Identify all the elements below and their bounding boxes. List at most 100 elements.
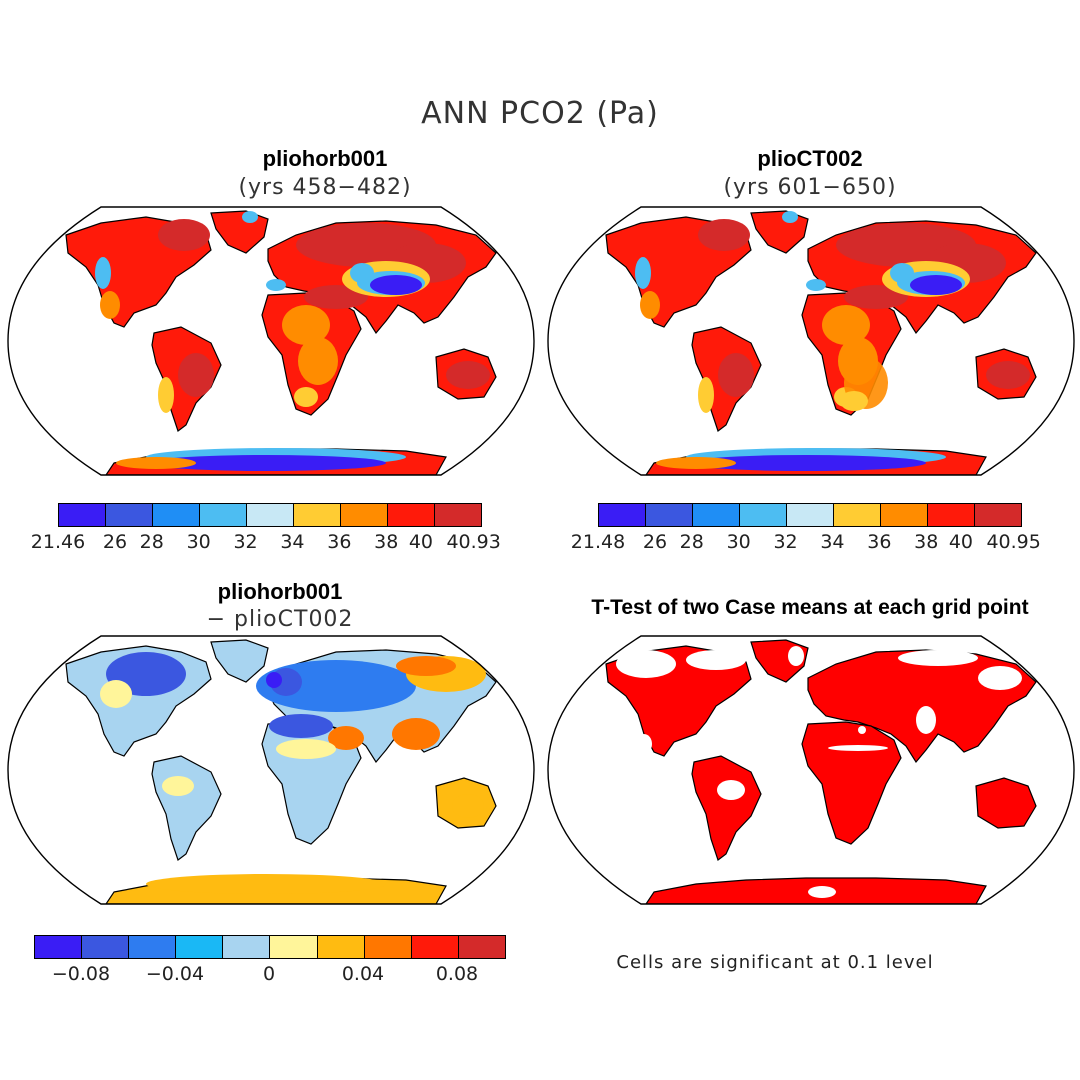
field-anomaly (656, 457, 736, 469)
colorbar-swatch (223, 936, 271, 958)
field-anomaly (392, 718, 440, 750)
colorbar-tick-label: 32 (233, 531, 258, 553)
colorbar-swatch (106, 504, 153, 526)
field-anomaly (304, 285, 368, 309)
colorbar-swatch (176, 936, 224, 958)
colorbar-tick-label: −0.04 (145, 963, 205, 985)
field-anomaly (686, 455, 926, 471)
colorbar-tick-label: 26 (102, 531, 128, 553)
colorbar-tick-label: 0.08 (435, 963, 479, 985)
colorbar-swatch (59, 504, 106, 526)
colorbar-swatch (787, 504, 834, 526)
colorbar-swatch (693, 504, 740, 526)
field-anomaly (916, 706, 936, 734)
australia-land (975, 777, 1037, 829)
field-anomaly (858, 726, 866, 734)
field-anomaly (986, 361, 1030, 389)
colorbar-swatch (82, 936, 130, 958)
colorbar-tick-label: 34 (820, 531, 845, 553)
field-anomaly (635, 257, 651, 289)
greenland-land (210, 639, 269, 683)
field-anomaly (636, 734, 652, 754)
field-anomaly (806, 279, 826, 291)
field-anomaly (717, 780, 745, 800)
panel2-title: plioCT002 (757, 146, 863, 171)
field-anomaly (298, 337, 338, 385)
field-anomaly (276, 739, 336, 759)
map-panel-difference (7, 635, 535, 905)
field-anomaly (158, 377, 174, 413)
colorbar-swatch (435, 504, 481, 526)
field-anomaly (146, 874, 386, 894)
field-anomaly (370, 275, 422, 295)
colorbar-tick-label: 40.95 (986, 531, 1041, 553)
field-anomaly (269, 714, 333, 738)
field-anomaly (698, 219, 750, 251)
panel1-title: pliohorb001 (262, 146, 388, 171)
field-anomaly (446, 361, 490, 389)
field-anomaly (282, 305, 330, 345)
field-anomaly (640, 291, 660, 319)
colorbar-difference (34, 935, 506, 959)
colorbar-swatch (364, 936, 412, 958)
colorbar-swatch (200, 504, 247, 526)
colorbar-tick-label: 36 (327, 531, 352, 553)
colorbar-swatch (599, 504, 646, 526)
field-anomaly (686, 650, 746, 670)
south-america-land (691, 755, 762, 861)
map-frame (547, 635, 1075, 905)
field-anomaly (162, 776, 194, 796)
colorbar-tick-label: −0.08 (51, 963, 111, 985)
colorbar-tick-label: 21.46 (30, 531, 86, 553)
colorbar-swatch (834, 504, 881, 526)
colorbar-tick-label: 0.04 (341, 963, 385, 985)
colorbar-tick-label: 30 (726, 531, 751, 553)
colorbar-tick-label: 38 (374, 531, 399, 553)
map-panel-ttest (547, 635, 1075, 905)
field-anomaly (698, 377, 714, 413)
colorbar-tick-label: 36 (867, 531, 892, 553)
field-anomaly (146, 455, 386, 471)
field-anomaly (242, 211, 258, 223)
colorbar-tick-label: 28 (139, 531, 164, 553)
colorbar-pliohorb001 (58, 503, 482, 527)
colorbar-plioCT002 (598, 503, 1022, 527)
panel3-subtitle: − plioCT002 (206, 607, 354, 632)
panel4-title: T-Test of two Case means at each grid po… (591, 596, 1029, 619)
field-anomaly (100, 291, 120, 319)
colorbar-swatch (740, 504, 787, 526)
colorbar-tick-label: 40 (408, 531, 433, 553)
field-anomaly (396, 656, 456, 676)
colorbar-tick-label: 40.93 (446, 531, 501, 553)
colorbar-swatch (35, 936, 83, 958)
colorbar-tick-label: 26 (642, 531, 668, 553)
field-anomaly (158, 219, 210, 251)
field-anomaly (616, 650, 676, 678)
field-anomaly (898, 650, 978, 666)
colorbar-swatch (928, 504, 975, 526)
colorbar-tick-label: 30 (186, 531, 211, 553)
colorbar-swatch (317, 936, 365, 958)
field-anomaly (808, 886, 836, 898)
field-anomaly (840, 391, 868, 411)
field-anomaly (100, 680, 132, 708)
field-anomaly (452, 794, 484, 818)
colorbar-tick-label: 32 (773, 531, 798, 553)
field-anomaly (890, 263, 914, 283)
field-anomaly (978, 666, 1022, 690)
colorbar-tick-label: 21.48 (570, 531, 626, 553)
significance-note: Cells are significant at 0.1 level (616, 952, 934, 973)
field-anomaly (95, 257, 111, 289)
colorbar-swatch (247, 504, 294, 526)
colorbar-swatch (646, 504, 693, 526)
map-frame (7, 635, 535, 905)
panel2-subtitle: (yrs 601−650) (723, 175, 897, 200)
colorbar-tick-label: 34 (280, 531, 305, 553)
colorbar-swatch (270, 936, 318, 958)
colorbar-tick-label: 28 (679, 531, 704, 553)
map-panel-plioCT002 (547, 206, 1075, 476)
field-anomaly (178, 353, 214, 397)
map-frame (7, 206, 535, 476)
colorbar-swatch (341, 504, 388, 526)
field-anomaly (844, 285, 908, 309)
